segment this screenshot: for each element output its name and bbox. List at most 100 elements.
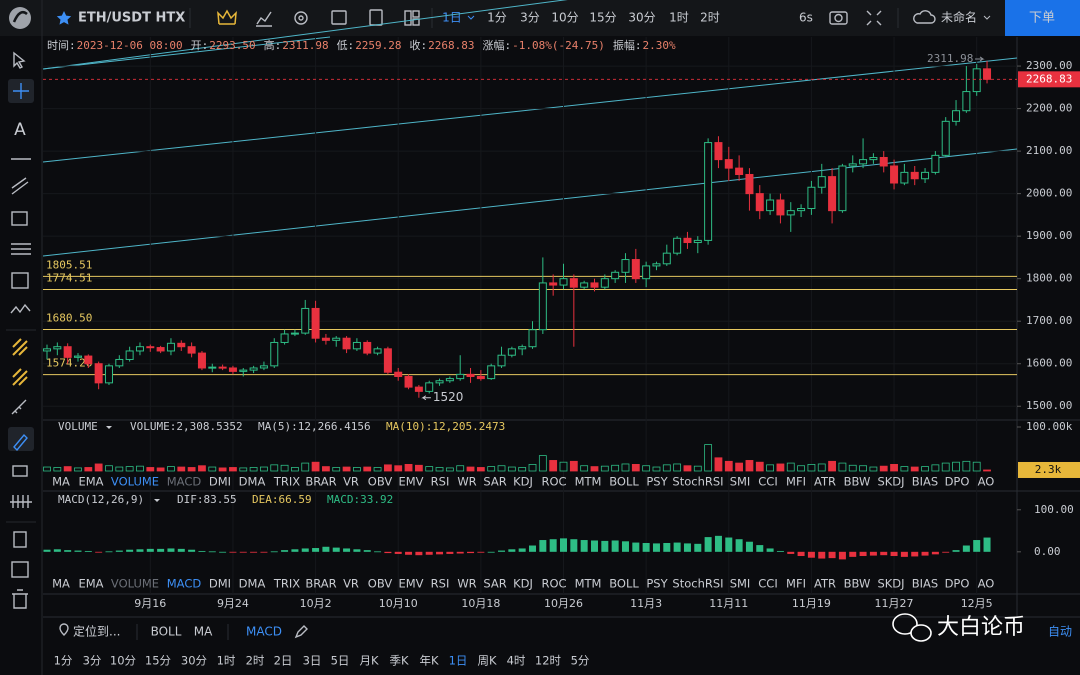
fib-tool[interactable] <box>11 243 31 255</box>
indicator-tab[interactable]: DMA <box>239 577 266 591</box>
indicator-tab[interactable]: SKDJ <box>877 577 904 591</box>
crosshair-tool[interactable] <box>13 83 29 99</box>
indicator-tab[interactable]: MACD <box>167 577 202 591</box>
indicator-tab[interactable]: SAR <box>483 577 506 591</box>
indicator-tab[interactable]: BRAR <box>305 475 336 489</box>
indicator-tab[interactable]: StochRSI <box>672 577 723 591</box>
indicator-tab[interactable]: SMI <box>730 577 751 591</box>
indicator-tab[interactable]: StochRSI <box>672 475 723 489</box>
indicator-tab[interactable]: DMI <box>209 475 231 489</box>
bottom-interval[interactable]: 5日 <box>331 654 350 668</box>
indicator-tab[interactable]: OBV <box>368 577 393 591</box>
indicator-tab[interactable]: PSY <box>646 475 668 489</box>
indicator-tab[interactable]: BOLL <box>609 577 639 591</box>
indicator-tab[interactable]: EMA <box>78 577 103 591</box>
indicator-tab[interactable]: TRIX <box>273 577 300 591</box>
volume-dropdown[interactable] <box>106 426 112 429</box>
indicator-tab[interactable]: OBV <box>368 475 393 489</box>
interval-option[interactable]: 10分 <box>551 11 578 25</box>
indicator-tab[interactable]: EMA <box>78 475 103 489</box>
study-tab[interactable]: MACD <box>246 625 282 639</box>
object-tree-tool[interactable] <box>13 531 27 548</box>
indicator-tab[interactable]: SMI <box>730 475 751 489</box>
shape-tool[interactable] <box>11 211 28 226</box>
template-tool[interactable] <box>11 561 29 578</box>
indicator-tab[interactable]: DMA <box>239 475 266 489</box>
pointer-tool[interactable] <box>13 51 26 69</box>
auto-scale[interactable]: 自动 <box>1048 625 1072 639</box>
volume-title[interactable]: VOLUME <box>58 420 98 433</box>
indicator-tab[interactable]: DPO <box>945 475 970 489</box>
text-tool[interactable]: A <box>14 120 26 140</box>
interval-option[interactable]: 1分 <box>487 11 507 25</box>
pattern-tool[interactable] <box>10 303 31 314</box>
bottom-interval[interactable]: 2日 <box>274 654 293 668</box>
interval-option[interactable]: 2时 <box>700 11 720 25</box>
bottom-interval[interactable]: 3日 <box>303 654 322 668</box>
favorite-star[interactable] <box>56 11 72 25</box>
indicator-tab[interactable]: MA <box>52 475 70 489</box>
bottom-interval[interactable]: 5分 <box>571 654 590 668</box>
indicator-tab[interactable]: BBW <box>844 577 871 591</box>
gann-tool[interactable] <box>11 272 29 289</box>
trend-tool[interactable] <box>11 177 29 195</box>
trend-line[interactable] <box>42 57 1018 163</box>
indicator-tab[interactable]: MA <box>52 577 70 591</box>
macd-title[interactable]: MACD(12,26,9) <box>58 493 144 506</box>
interval-dropdown[interactable] <box>467 15 475 20</box>
layout-name[interactable]: 未命名 <box>941 10 977 25</box>
bottom-interval[interactable]: 季K <box>389 654 408 668</box>
fullscreen-icon[interactable] <box>866 10 882 26</box>
indicator-tab[interactable]: SAR <box>483 475 506 489</box>
indicator-tab[interactable]: KDJ <box>513 577 533 591</box>
indicator-tab[interactable]: ATR <box>814 475 836 489</box>
layout-dropdown[interactable] <box>983 15 991 20</box>
indicator-tab[interactable]: WR <box>457 577 476 591</box>
cloud-icon[interactable] <box>913 10 936 24</box>
indicator-icon[interactable] <box>256 11 272 27</box>
edit-icon[interactable] <box>294 625 308 639</box>
measure-tool[interactable] <box>12 338 28 356</box>
layout-icon[interactable] <box>404 10 412 26</box>
order-button[interactable] <box>1005 0 1080 36</box>
chart-area[interactable] <box>43 37 1017 617</box>
study-tab[interactable]: MA <box>194 625 213 639</box>
interval-option[interactable]: 1时 <box>669 11 689 25</box>
indicator-tab[interactable]: MFI <box>786 475 806 489</box>
indicator-tab[interactable]: CCI <box>758 577 777 591</box>
indicator-tab[interactable]: RSI <box>431 577 450 591</box>
camera-icon[interactable] <box>829 11 848 25</box>
trend-line[interactable] <box>42 148 1018 257</box>
indicator-tab[interactable]: MTM <box>575 475 602 489</box>
indicator-tab[interactable]: BIAS <box>912 475 938 489</box>
indicator-tab[interactable]: VR <box>343 475 359 489</box>
bottom-interval[interactable]: 1时 <box>217 654 236 668</box>
indicator-tab[interactable]: EMV <box>398 475 423 489</box>
indicator-tab[interactable]: MFI <box>786 577 806 591</box>
indicator-tab[interactable]: VOLUME <box>111 577 159 591</box>
locate[interactable]: 定位到... <box>73 624 120 639</box>
interval-option[interactable]: 15分 <box>589 11 616 25</box>
bottom-interval[interactable]: 15分 <box>145 654 172 668</box>
indicator-tab[interactable]: VOLUME <box>111 475 159 489</box>
indicator-tab[interactable]: BIAS <box>912 577 938 591</box>
indicator-tab[interactable]: MACD <box>167 475 202 489</box>
trend-line[interactable] <box>42 0 1017 70</box>
indicator-tab[interactable]: PSY <box>646 577 668 591</box>
indicator-tab[interactable]: ATR <box>814 577 836 591</box>
settings-icon[interactable] <box>294 11 308 25</box>
bottom-interval[interactable]: 1分 <box>54 654 73 668</box>
indicator-tab[interactable]: MTM <box>575 577 602 591</box>
lock-tool[interactable] <box>12 465 28 477</box>
indicator-tab[interactable]: ROC <box>541 475 566 489</box>
indicator-tab[interactable]: DPO <box>945 577 970 591</box>
indicator-tab[interactable]: VR <box>343 577 359 591</box>
interval-option[interactable]: 1日 <box>442 11 462 25</box>
draw-mode-tool[interactable] <box>13 433 28 452</box>
hide-tool[interactable] <box>10 495 32 508</box>
indicator-tab[interactable]: KDJ <box>513 475 533 489</box>
ruler-tool[interactable] <box>11 399 27 415</box>
bottom-interval[interactable]: 1日 <box>449 654 468 668</box>
indicator-tab[interactable]: CCI <box>758 475 777 489</box>
trend-line[interactable] <box>42 36 331 70</box>
